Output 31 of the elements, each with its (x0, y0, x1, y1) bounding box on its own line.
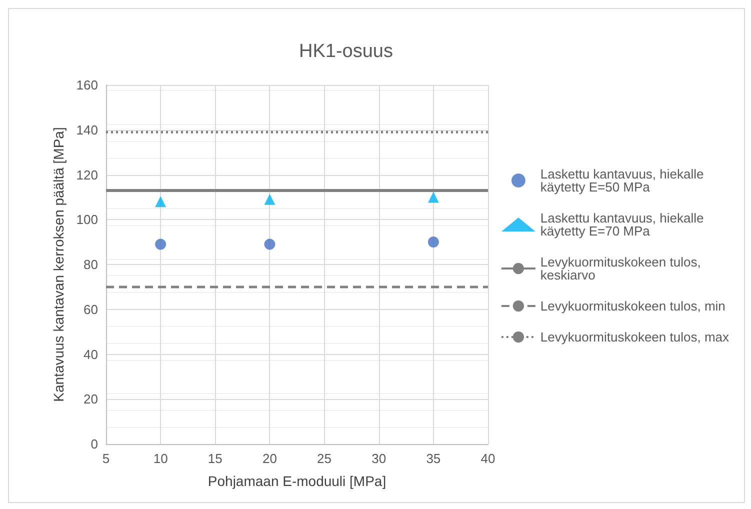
x-tick-label: 10 (153, 451, 168, 466)
y-tick-label: 140 (76, 122, 98, 138)
point (428, 236, 439, 248)
y-tick-label: 0 (90, 436, 98, 452)
y-tick-label: 100 (76, 212, 98, 228)
y-tick-label: 120 (76, 167, 98, 182)
x-tick-label: 20 (262, 451, 277, 466)
legend-label: Laskettu kantavuus, hiekalle käytetty E=50 MPa (540, 166, 708, 194)
point (155, 238, 166, 250)
x-tick-label: 35 (426, 451, 441, 466)
y-tick-label: 40 (84, 346, 98, 362)
y-axis-title: Kantavuus kantavan kerroksen päältä [MPa] (50, 127, 66, 402)
x-tick-label: 5 (102, 451, 110, 466)
legend-label: Levykuormituskokeen tulos, max (540, 330, 730, 344)
y-tick-label: 160 (76, 78, 98, 92)
legend-label: Levykuormituskokeen tulos, keskiarvo (540, 254, 704, 282)
point (155, 196, 166, 208)
y-tick-label: 60 (84, 302, 98, 317)
x-axis-title: Pohjamaan E-moduuli [MPa] (208, 473, 386, 489)
x-tick-label: 40 (480, 451, 496, 466)
legend-label: Laskettu kantavuus, hiekalle käytetty E=70 MPa (540, 210, 708, 238)
point (428, 192, 439, 203)
x-tick-label: 25 (317, 451, 332, 466)
x-tick-label: 15 (208, 451, 222, 466)
y-tick-label: 20 (84, 392, 98, 407)
point (264, 194, 276, 205)
legend-label: Levykuormituskokeen tulos, min (540, 298, 726, 314)
y-tick-label: 80 (84, 257, 98, 272)
chart-title: HK1-osuus (299, 41, 393, 62)
x-tick-label: 30 (372, 451, 386, 466)
point (264, 238, 276, 250)
